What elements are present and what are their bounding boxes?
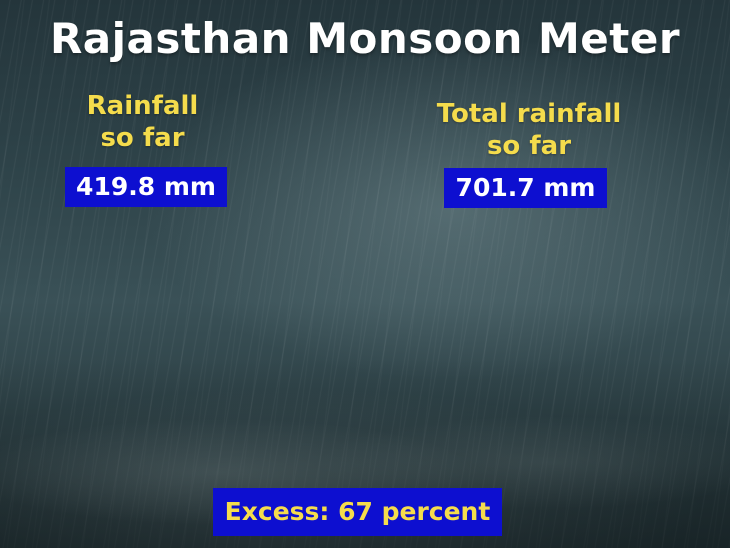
total-rainfall-value: 701.7 mm [444, 168, 607, 208]
total-rainfall-label-line1: Total rainfall [436, 99, 622, 129]
rainfall-so-far-label-line1: Rainfall [86, 91, 199, 121]
excess-badge: Excess: 67 percent [213, 488, 502, 536]
page-title: Rajasthan Monsoon Meter [49, 14, 681, 63]
rainfall-so-far-label-line2: so far [100, 123, 185, 153]
rainfall-so-far-value: 419.8 mm [65, 167, 227, 207]
total-rainfall-label: Total rainfall so far [420, 98, 638, 162]
rainfall-so-far-label: Rainfall so far [70, 90, 215, 154]
total-rainfall-label-line2: so far [486, 131, 572, 161]
